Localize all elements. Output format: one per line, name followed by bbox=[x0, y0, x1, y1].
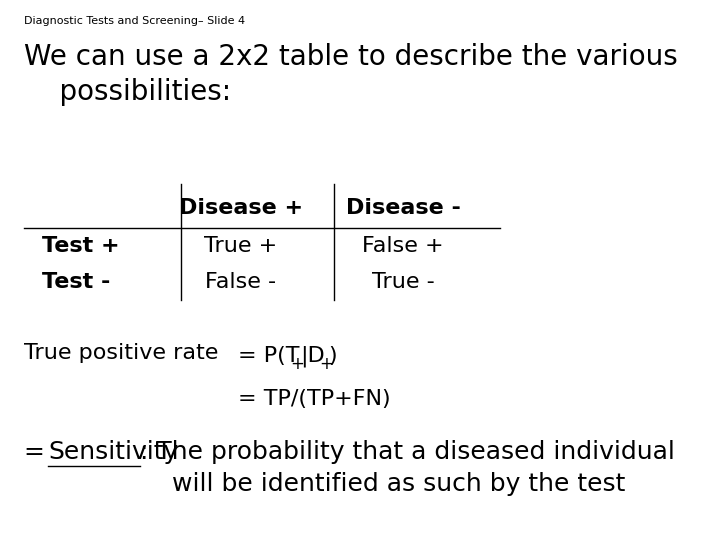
Text: |D: |D bbox=[300, 346, 325, 367]
Text: True +: True + bbox=[204, 235, 277, 256]
Text: Disease -: Disease - bbox=[346, 198, 461, 218]
Text: ): ) bbox=[328, 346, 337, 366]
Text: +: + bbox=[320, 355, 333, 373]
Text: Disease +: Disease + bbox=[179, 198, 303, 218]
Text: True positive rate: True positive rate bbox=[24, 343, 218, 363]
Text: Sensitivity: Sensitivity bbox=[48, 440, 179, 464]
Text: True -: True - bbox=[372, 272, 435, 292]
Text: False -: False - bbox=[205, 272, 276, 292]
Text: = TP/(TP+FN): = TP/(TP+FN) bbox=[238, 389, 390, 409]
Text: False +: False + bbox=[362, 235, 444, 256]
Text: =: = bbox=[24, 440, 53, 464]
Text: Diagnostic Tests and Screening– Slide 4: Diagnostic Tests and Screening– Slide 4 bbox=[24, 16, 246, 26]
Text: We can use a 2x2 table to describe the various
    possibilities:: We can use a 2x2 table to describe the v… bbox=[24, 43, 678, 106]
Text: = P(T: = P(T bbox=[238, 346, 300, 366]
Text: Test +: Test + bbox=[42, 235, 120, 256]
Text: : The probability that a diseased individual
    will be identified as such by t: : The probability that a diseased indivi… bbox=[140, 440, 675, 496]
Text: +: + bbox=[291, 355, 305, 373]
Text: Test -: Test - bbox=[42, 272, 110, 292]
